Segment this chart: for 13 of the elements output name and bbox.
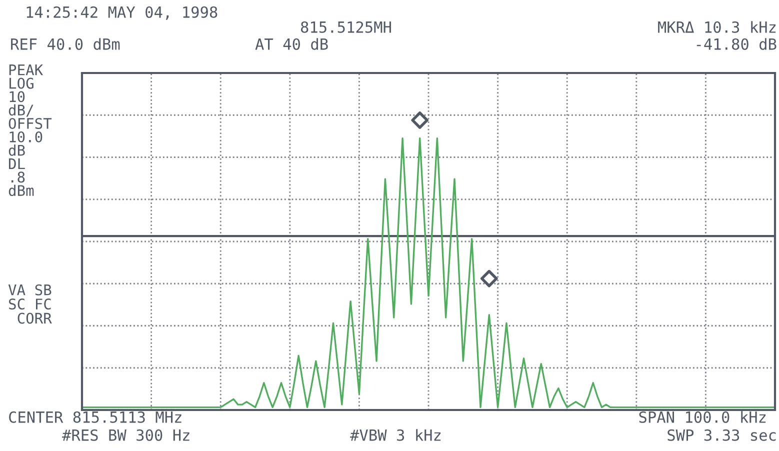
text: SWP 3.33 sec — [668, 429, 776, 441]
text: AT 40 dB — [255, 38, 328, 50]
text: SPAN 100.0 kHz — [639, 411, 766, 423]
text: #VBW 3 kHz — [350, 429, 441, 441]
text: MKRΔ 10.3 kHz — [658, 21, 776, 33]
text: 815.5125MH — [300, 21, 391, 33]
text: 14:25:42 MAY 04, 1998 — [26, 6, 218, 20]
text: CENTER 815.5113 MHz — [9, 411, 182, 423]
text: VA SB SC FC CORR — [8, 284, 52, 324]
text: -41.80 dB — [696, 38, 776, 50]
text: PEAK LOG 10 dB/ OFFST 10.0 dB DL .8 dBm — [8, 64, 52, 196]
text: REF 40.0 dBm — [11, 38, 120, 50]
text: #RES BW 300 Hz — [62, 429, 190, 441]
